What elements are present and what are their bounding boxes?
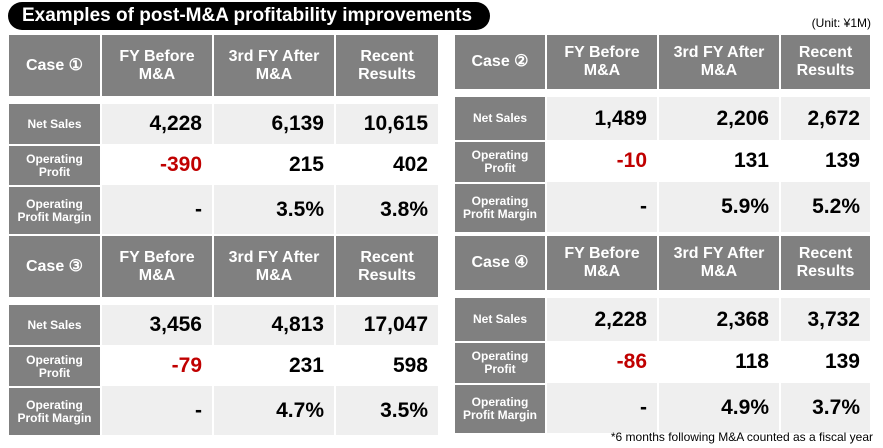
- value-cell: 598: [336, 345, 438, 386]
- value-cell: 4,228: [102, 104, 214, 144]
- operating-margin-row: Operating Profit Margin - 3.5% 3.8%: [9, 185, 438, 234]
- value-cell: 4,813: [214, 305, 336, 345]
- value-cell: 118: [659, 341, 781, 383]
- value-cell: 4.9%: [659, 383, 781, 433]
- value-cell: 5.2%: [781, 182, 870, 232]
- value-cell-negative: -79: [102, 345, 214, 386]
- value-cell: 3.5%: [336, 386, 438, 435]
- row-label: Operating Profit Margin: [455, 383, 547, 433]
- value-cell: 3.5%: [214, 185, 336, 234]
- row-label: Net Sales: [455, 298, 547, 341]
- value-cell: 2,206: [659, 97, 781, 140]
- value-cell: 6,139: [214, 104, 336, 144]
- value-cell: 215: [214, 144, 336, 185]
- col-after-header: 3rd FY After M&A: [214, 236, 336, 297]
- case-3-table: Case ③ FY Before M&A 3rd FY After M&A Re…: [9, 236, 438, 435]
- col-before-header: FY Before M&A: [547, 236, 659, 290]
- page-title: Examples of post-M&A profitability impro…: [8, 2, 490, 30]
- case-2-table: Case ② FY Before M&A 3rd FY After M&A Re…: [455, 35, 870, 232]
- value-cell-negative: -390: [102, 144, 214, 185]
- net-sales-row: Net Sales 3,456 4,813 17,047: [9, 305, 438, 345]
- operating-margin-row: Operating Profit Margin - 5.9% 5.2%: [455, 182, 870, 232]
- case-label: Case ①: [9, 35, 102, 96]
- case-label: Case ③: [9, 236, 102, 297]
- col-recent-header: Recent Results: [781, 35, 870, 89]
- value-cell: -: [102, 185, 214, 234]
- value-cell: 1,489: [547, 97, 659, 140]
- row-label: Operating Profit: [455, 341, 547, 383]
- value-cell: 2,368: [659, 298, 781, 341]
- col-recent-header: Recent Results: [781, 236, 870, 290]
- value-cell: 10,615: [336, 104, 438, 144]
- operating-profit-row: Operating Profit -390 215 402: [9, 144, 438, 185]
- row-label: Operating Profit: [9, 144, 102, 185]
- value-cell: 4.7%: [214, 386, 336, 435]
- row-label: Operating Profit: [9, 345, 102, 386]
- value-cell: -: [102, 386, 214, 435]
- footnote: *6 months following M&A counted as a fis…: [610, 430, 873, 444]
- case-4-table: Case ④ FY Before M&A 3rd FY After M&A Re…: [455, 236, 870, 433]
- value-cell: 3.7%: [781, 383, 870, 433]
- col-before-header: FY Before M&A: [102, 35, 214, 96]
- col-before-header: FY Before M&A: [547, 35, 659, 89]
- row-label: Net Sales: [455, 97, 547, 140]
- value-cell: -: [547, 383, 659, 433]
- value-cell: 231: [214, 345, 336, 386]
- col-recent-header: Recent Results: [336, 236, 438, 297]
- value-cell: 131: [659, 140, 781, 182]
- col-after-header: 3rd FY After M&A: [214, 35, 336, 96]
- value-cell: 139: [781, 140, 870, 182]
- net-sales-row: Net Sales 4,228 6,139 10,615: [9, 104, 438, 144]
- operating-margin-row: Operating Profit Margin - 4.9% 3.7%: [455, 383, 870, 433]
- col-after-header: 3rd FY After M&A: [659, 35, 781, 89]
- row-label: Net Sales: [9, 104, 102, 144]
- value-cell: 5.9%: [659, 182, 781, 232]
- row-label: Operating Profit Margin: [9, 386, 102, 435]
- col-recent-header: Recent Results: [336, 35, 438, 96]
- value-cell: -: [547, 182, 659, 232]
- row-label: Operating Profit Margin: [455, 182, 547, 232]
- value-cell: 2,672: [781, 97, 870, 140]
- col-after-header: 3rd FY After M&A: [659, 236, 781, 290]
- case-label: Case ④: [455, 236, 547, 290]
- value-cell: 139: [781, 341, 870, 383]
- net-sales-row: Net Sales 1,489 2,206 2,672: [455, 97, 870, 140]
- value-cell: 402: [336, 144, 438, 185]
- row-label: Operating Profit Margin: [9, 185, 102, 234]
- value-cell: 3,456: [102, 305, 214, 345]
- operating-margin-row: Operating Profit Margin - 4.7% 3.5%: [9, 386, 438, 435]
- value-cell-negative: -86: [547, 341, 659, 383]
- value-cell-negative: -10: [547, 140, 659, 182]
- row-label: Net Sales: [9, 305, 102, 345]
- row-label: Operating Profit: [455, 140, 547, 182]
- operating-profit-row: Operating Profit -79 231 598: [9, 345, 438, 386]
- operating-profit-row: Operating Profit -86 118 139: [455, 341, 870, 383]
- case-1-table: Case ① FY Before M&A 3rd FY After M&A Re…: [9, 35, 438, 234]
- value-cell: 17,047: [336, 305, 438, 345]
- case-label: Case ②: [455, 35, 547, 89]
- col-before-header: FY Before M&A: [102, 236, 214, 297]
- net-sales-row: Net Sales 2,228 2,368 3,732: [455, 298, 870, 341]
- value-cell: 2,228: [547, 298, 659, 341]
- value-cell: 3,732: [781, 298, 870, 341]
- operating-profit-row: Operating Profit -10 131 139: [455, 140, 870, 182]
- unit-note: (Unit: ¥1M): [811, 16, 871, 30]
- value-cell: 3.8%: [336, 185, 438, 234]
